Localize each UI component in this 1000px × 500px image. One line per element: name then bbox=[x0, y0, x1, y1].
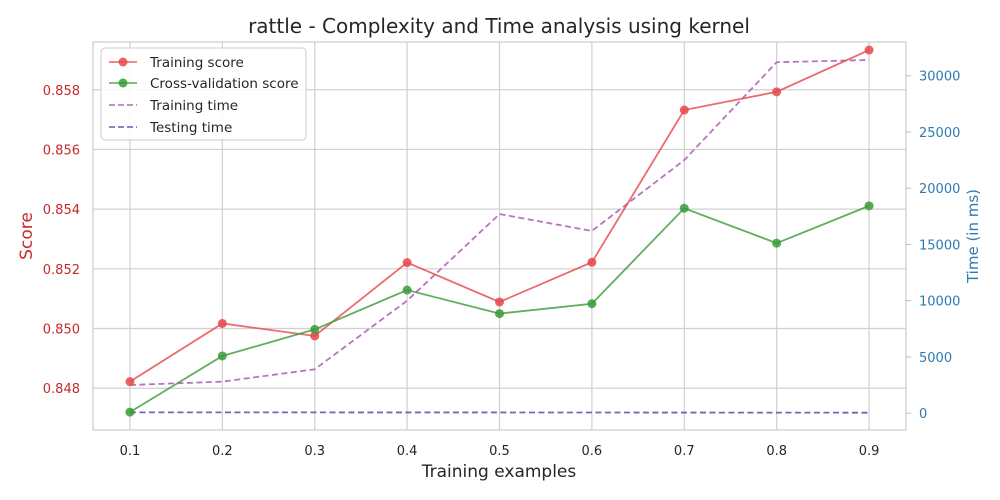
x-tick-label: 0.6 bbox=[582, 444, 603, 459]
legend-label-testing-time: Testing time bbox=[149, 120, 232, 136]
legend-label-cv-score: Cross-validation score bbox=[150, 76, 299, 92]
legend-item-testing-time: Testing time bbox=[109, 120, 232, 136]
x-tick-label: 0.9 bbox=[859, 444, 880, 459]
data-point-training-score bbox=[864, 45, 874, 55]
left-y-tick-label: 0.850 bbox=[43, 323, 80, 338]
data-point-training-score bbox=[310, 331, 320, 341]
data-point-cv-score bbox=[864, 201, 874, 211]
x-tick-label: 0.8 bbox=[766, 444, 787, 459]
data-point-training-score bbox=[402, 258, 412, 268]
series-line-training-time bbox=[129, 59, 870, 386]
left-y-tick-label: 0.856 bbox=[43, 143, 80, 158]
data-point-cv-score bbox=[402, 285, 412, 295]
left-y-tick-label: 0.858 bbox=[43, 84, 80, 99]
right-y-tick-label: 10000 bbox=[919, 295, 960, 310]
right-y-tick-label: 15000 bbox=[919, 238, 960, 253]
data-point-training-score bbox=[587, 257, 597, 267]
x-tick-labels: 0.1 0.2 0.3 0.4 0.5 0.6 0.7 0.8 0.9 bbox=[120, 444, 880, 459]
right-y-tick-label: 0 bbox=[919, 407, 927, 422]
data-point-cv-score bbox=[495, 309, 504, 319]
right-y-tick-label: 5000 bbox=[919, 351, 952, 366]
legend-item-cv-score: Cross-validation score bbox=[109, 76, 299, 92]
legend-item-training-time: Training time bbox=[109, 98, 238, 114]
left-y-tick-label: 0.854 bbox=[43, 203, 80, 218]
x-tick-label: 0.2 bbox=[212, 444, 233, 459]
right-y-tick-label: 20000 bbox=[919, 182, 960, 197]
data-point-training-score bbox=[772, 87, 782, 97]
left-y-tick-label: 0.848 bbox=[43, 382, 80, 397]
grid bbox=[93, 42, 906, 430]
series-layer bbox=[125, 45, 874, 417]
right-y-axis-title: Time (in ms) bbox=[964, 189, 982, 284]
data-point-cv-score bbox=[587, 299, 597, 309]
legend-item-training-score: Training score bbox=[109, 55, 244, 71]
data-point-cv-score bbox=[310, 324, 320, 334]
right-y-tick-labels: 0 5000 10000 15000 20000 25000 30000 bbox=[906, 70, 960, 422]
x-tick-label: 0.3 bbox=[304, 444, 325, 459]
x-tick-label: 0.7 bbox=[674, 444, 695, 459]
legend-box bbox=[100, 47, 307, 141]
x-tick-label: 0.4 bbox=[397, 444, 418, 459]
x-axis-title: Training examples bbox=[421, 462, 577, 482]
chart-title: rattle - Complexity and Time analysis us… bbox=[248, 14, 750, 38]
data-point-training-score bbox=[217, 318, 227, 328]
legend-marker-cv-score bbox=[118, 78, 128, 88]
data-point-cv-score bbox=[772, 238, 782, 248]
legend-label-training-time: Training time bbox=[149, 98, 238, 114]
legend-marker-training-score bbox=[118, 57, 128, 67]
right-y-tick-label: 25000 bbox=[919, 126, 960, 141]
data-point-training-score bbox=[125, 377, 135, 387]
legend-label-training-score: Training score bbox=[149, 55, 244, 71]
data-point-cv-score bbox=[679, 203, 689, 213]
x-tick-label: 0.5 bbox=[489, 444, 510, 459]
data-point-training-score bbox=[495, 297, 504, 307]
x-tick-label: 0.1 bbox=[120, 444, 141, 459]
left-y-axis-title: Score bbox=[17, 212, 37, 260]
plot-frame bbox=[92, 41, 907, 431]
right-y-tick-label: 30000 bbox=[919, 70, 960, 85]
legend: Training score Cross-validation score Tr… bbox=[100, 47, 307, 141]
data-point-cv-score bbox=[125, 407, 135, 417]
data-point-training-score bbox=[679, 105, 689, 115]
left-y-tick-label: 0.852 bbox=[43, 263, 80, 278]
left-y-tick-labels: 0.848 0.850 0.852 0.854 0.856 0.858 bbox=[43, 84, 80, 397]
data-point-cv-score bbox=[217, 351, 227, 361]
